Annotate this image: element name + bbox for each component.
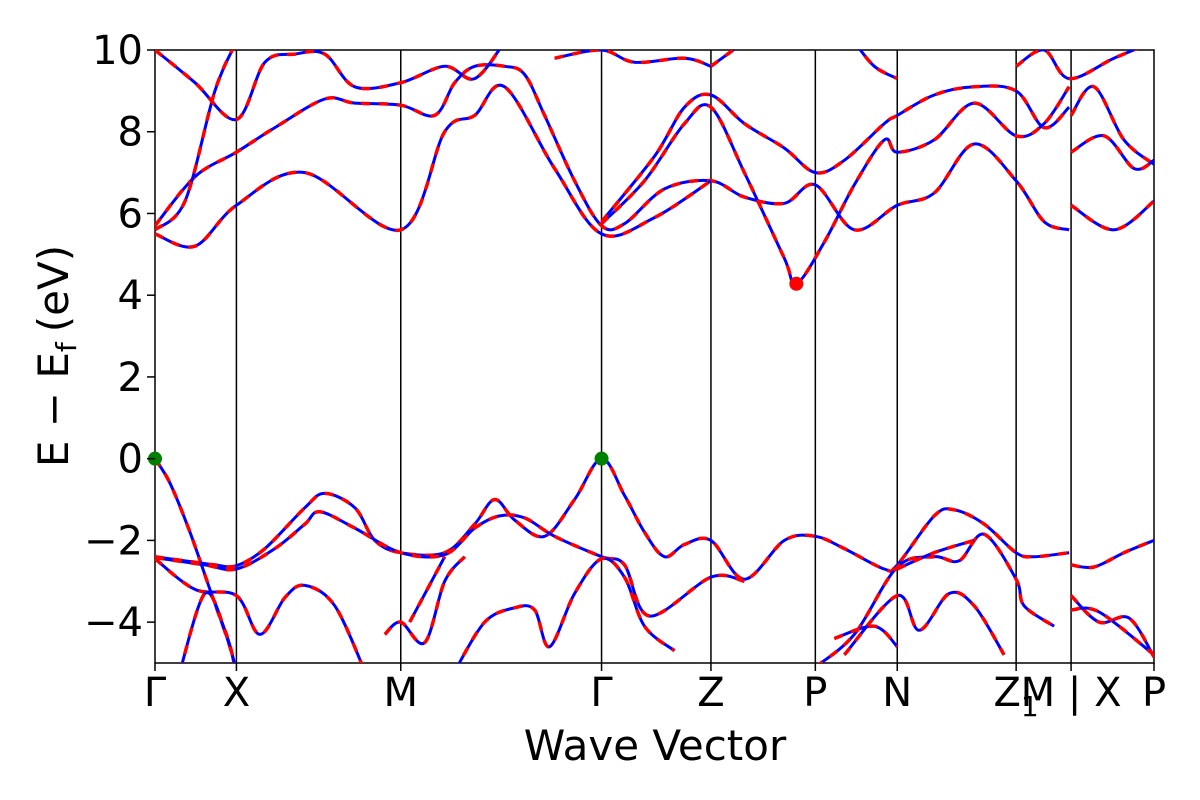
band-line-blue: [858, 50, 898, 80]
plot-area: [148, 49, 1155, 671]
x-axis-ticks: Γ X M Γ Z P N Z1M | X P: [144, 663, 1166, 723]
band-line-blue: [1015, 50, 1138, 81]
band-line-red-dashed: [457, 556, 676, 663]
x-tick-label: M | X: [1021, 670, 1122, 716]
band-line-blue: [155, 63, 1070, 232]
band-line-red-dashed: [833, 624, 899, 649]
band-line-blue: [155, 50, 501, 122]
band-line-red-dashed: [1015, 50, 1139, 81]
x-tick-label: N: [882, 670, 912, 716]
y-tick-label: 2: [118, 355, 143, 401]
x-tick-label: Γ: [144, 670, 167, 716]
vbm-marker: [594, 451, 609, 466]
band-line-red-dashed: [1070, 606, 1154, 657]
band-line-blue: [155, 50, 235, 232]
y-axis-label: E − Ef (eV): [29, 245, 83, 467]
band-line-blue: [554, 50, 712, 68]
x-tick-label: Z: [697, 670, 724, 716]
y-tick-label: 6: [118, 191, 143, 237]
y-tick-label: −4: [84, 600, 143, 646]
band-line-blue: [1070, 199, 1154, 232]
cbm-marker: [789, 276, 804, 291]
band-line-red-dashed: [817, 532, 1056, 663]
band-line-blue: [155, 557, 363, 663]
band-line-blue: [1069, 85, 1154, 166]
plot-frame: [154, 49, 1155, 664]
y-tick-label: −2: [84, 518, 143, 564]
x-tick-label: P: [1142, 670, 1166, 716]
x-tick-label: Z1: [994, 670, 1039, 723]
band-line-red-dashed: [1069, 84, 1154, 166]
kpoint-lines: [235, 50, 1072, 663]
band-line-red-dashed: [155, 63, 1070, 232]
band-line-red-dashed: [408, 555, 447, 623]
x-tick-label: M: [383, 670, 418, 716]
band-line-red-dashed: [896, 538, 975, 571]
band-line-red-dashed: [383, 555, 467, 646]
band-line-red-dashed: [155, 83, 712, 249]
x-tick-label: X: [223, 670, 250, 716]
y-axis-label-unit: (eV): [29, 245, 78, 332]
band-line-blue: [1070, 594, 1154, 658]
x-tick-label: Γ: [590, 670, 613, 716]
band-lines: [155, 50, 1154, 671]
y-tick-label: 10: [92, 28, 143, 74]
band-line-blue: [896, 538, 975, 571]
band-line-red-dashed: [842, 590, 1006, 656]
band-line-red-dashed: [155, 50, 502, 122]
band-line-blue: [457, 556, 676, 663]
band-line-red-dashed: [155, 510, 745, 618]
band-line-red-dashed: [600, 84, 1071, 223]
band-line-blue: [180, 591, 236, 663]
y-axis-ticks: 10 8 6 4 2 0 −2 −4: [84, 28, 155, 646]
y-tick-label: 0: [118, 437, 143, 483]
extrema-markers: [148, 276, 804, 466]
band-line-red-dashed: [709, 50, 737, 68]
band-line-red-dashed: [1070, 538, 1154, 570]
band-line-blue: [600, 84, 1071, 223]
band-line-red-dashed: [1070, 133, 1154, 172]
band-line-red-dashed: [744, 667, 784, 671]
band-line-blue: [1070, 134, 1154, 171]
band-line-red-dashed: [600, 85, 1071, 286]
y-axis-label-sub: f: [50, 341, 83, 352]
x-tick-label: P: [803, 670, 827, 716]
band-line-red-dashed: [155, 456, 1070, 581]
band-line-red-dashed: [155, 50, 235, 232]
y-tick-label: 4: [118, 273, 143, 319]
band-line-red-dashed: [858, 50, 899, 81]
y-axis-label-main: E − E: [29, 352, 78, 467]
band-line-blue: [744, 667, 784, 671]
band-line-red-dashed: [1069, 594, 1154, 658]
band-line-red-dashed: [180, 590, 237, 663]
band-line-red-dashed: [155, 557, 364, 663]
x-axis-label: Wave Vector: [524, 721, 787, 770]
y-tick-label: 8: [118, 110, 143, 156]
